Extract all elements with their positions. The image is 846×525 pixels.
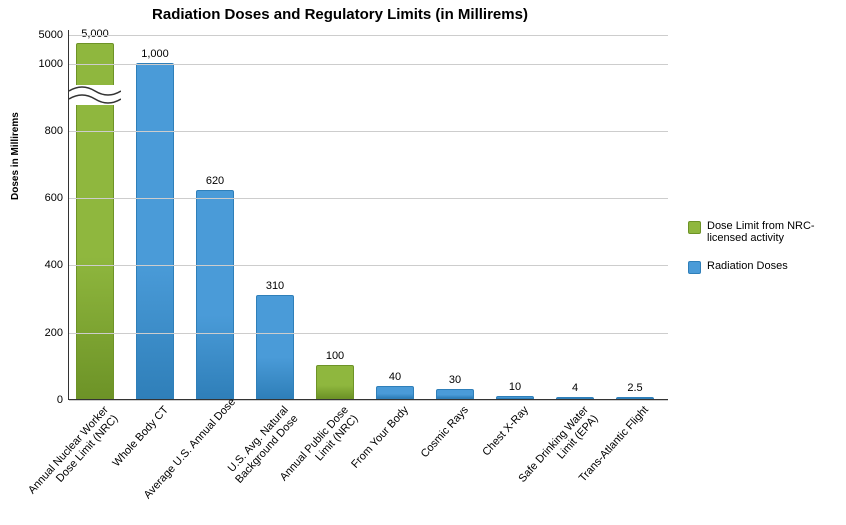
legend: Dose Limit from NRC-licensed activity Rad… — [688, 220, 838, 290]
legend-item: Radiation Doses — [688, 260, 838, 274]
bar-value-label: 310 — [266, 280, 284, 292]
gridline — [69, 265, 668, 266]
y-tick-label: 0 — [57, 394, 63, 406]
legend-item: Dose Limit from NRC-licensed activity — [688, 220, 838, 244]
x-category-label: Annual Nuclear Worker Dose Limit (NRC) — [22, 404, 121, 510]
y-axis-label: Doses in Millirems — [10, 112, 21, 200]
legend-label: Dose Limit from NRC-licensed activity — [707, 220, 838, 244]
bar-value-label: 40 — [389, 371, 401, 383]
bar-fill — [556, 397, 594, 399]
bar: 1,000 — [136, 63, 174, 399]
y-tick-label: 600 — [45, 192, 63, 204]
y-tick-label: 5000 — [39, 29, 63, 41]
legend-swatch — [688, 221, 701, 234]
y-tick-label: 200 — [45, 327, 63, 339]
bar: 40 — [376, 386, 414, 399]
bar-value-label: 2.5 — [627, 382, 642, 394]
bar-value-label: 10 — [509, 381, 521, 393]
bar-fill — [196, 190, 234, 399]
bar-value-label: 5,000 — [81, 28, 109, 40]
bar: 10 — [496, 396, 534, 399]
bar-fill — [256, 295, 294, 399]
y-tick-label: 800 — [45, 125, 63, 137]
bar: 620 — [196, 190, 234, 399]
radiation-chart: Radiation Doses and Regulatory Limits (i… — [0, 0, 846, 525]
axis-break-icon — [69, 85, 121, 105]
bar-value-label: 100 — [326, 350, 344, 362]
bar-fill — [376, 386, 414, 399]
bar: 310 — [256, 295, 294, 399]
y-tick-label: 400 — [45, 259, 63, 271]
legend-swatch — [688, 261, 701, 274]
bar-fill — [436, 389, 474, 399]
bar: 30 — [436, 389, 474, 399]
bar-fill — [496, 396, 534, 399]
gridline — [69, 131, 668, 132]
gridline — [69, 198, 668, 199]
bar: 100 — [316, 365, 354, 399]
bar-fill — [136, 63, 174, 399]
chart-title: Radiation Doses and Regulatory Limits (i… — [0, 6, 680, 23]
bar-value-label: 4 — [572, 382, 578, 394]
gridline — [69, 400, 668, 401]
bar-fill — [316, 365, 354, 399]
bar-fill — [616, 397, 654, 399]
gridline — [69, 333, 668, 334]
bar: 4 — [556, 397, 594, 399]
plot-area: 5,0001,00062031010040301042.5 0200400600… — [68, 30, 668, 400]
legend-label: Radiation Doses — [707, 260, 788, 272]
gridline — [69, 35, 668, 36]
bar-value-label: 30 — [449, 374, 461, 386]
bar-value-label: 1,000 — [141, 48, 169, 60]
bars-container: 5,000 1,000 620 310 100 40 30 10 4 2.5 — [69, 30, 668, 399]
y-tick-label: 1000 — [39, 58, 63, 70]
bar: 2.5 — [616, 397, 654, 399]
bar-value-label: 620 — [206, 175, 224, 187]
gridline — [69, 64, 668, 65]
